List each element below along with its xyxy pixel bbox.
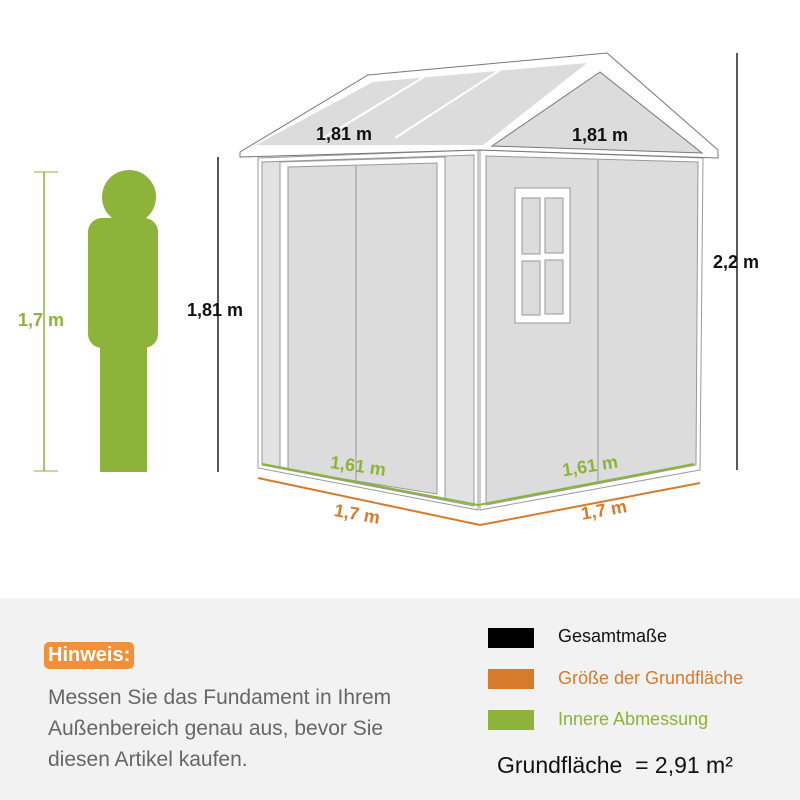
person-height-label: 1,7 m [18, 310, 65, 330]
hint-badge: Hinweis: [44, 642, 135, 669]
total-height-label: 2,2 m [713, 252, 760, 272]
legend-label-total: Gesamtmaße [558, 626, 668, 646]
wall-height-label: 1,81 m [187, 300, 244, 320]
roof-left-label: 1,81 m [316, 124, 373, 144]
hint-text: Messen Sie das Fundament in Ihrem Außenb… [48, 686, 392, 771]
floor-area: Grundfläche = 2,91 m² [497, 752, 733, 778]
inner-dimension-line [261, 463, 695, 507]
shed-right-wall [479, 149, 704, 511]
base-dimension-line [257, 477, 701, 527]
roof-right-label: 1,81 m [572, 125, 629, 145]
info-panel: Hinweis: Messen Sie das Fundament in Ihr… [0, 598, 800, 800]
legend-label-inner: Innere Abmessung [558, 709, 709, 729]
shed-left-wall [257, 149, 479, 511]
person-silhouette [88, 170, 158, 472]
legend-swatch-total [488, 628, 534, 648]
shed-roof [239, 52, 719, 159]
shed-diagram [34, 52, 738, 527]
legend-label-base: Größe der Grundfläche [558, 668, 744, 688]
legend-swatch-base [488, 669, 534, 689]
legend-swatch-inner [488, 710, 534, 730]
